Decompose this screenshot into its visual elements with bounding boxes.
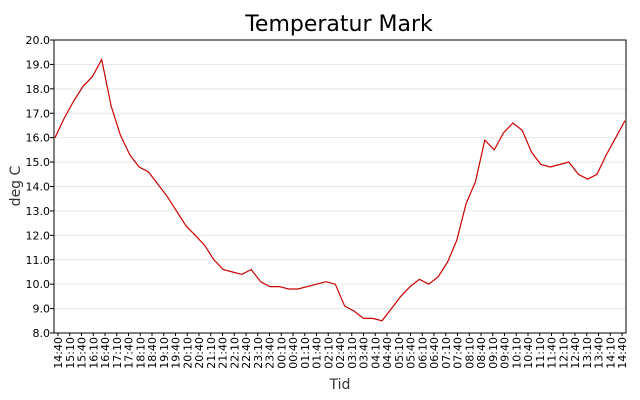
x-tick-label: 14:40 bbox=[616, 337, 629, 369]
y-tick-label: 18.0 bbox=[26, 83, 51, 96]
x-tick-label: 09:10 bbox=[487, 337, 500, 369]
y-tick-label: 19.0 bbox=[26, 58, 51, 71]
x-tick-label: 22:40 bbox=[240, 337, 253, 369]
x-tick-label: 15:10 bbox=[64, 337, 77, 369]
x-tick-label: 16:40 bbox=[99, 337, 112, 369]
x-tick-label: 03:40 bbox=[358, 337, 371, 369]
x-tick-label: 19:40 bbox=[170, 337, 183, 369]
x-tick-label: 06:10 bbox=[416, 337, 429, 369]
x-tick-label: 17:10 bbox=[111, 337, 124, 369]
x-tick-label: 07:40 bbox=[452, 337, 465, 369]
y-tick-label: 13.0 bbox=[26, 205, 51, 218]
x-tick-label: 20:40 bbox=[193, 337, 206, 369]
x-tick-label: 12:10 bbox=[557, 337, 570, 369]
x-axis-label: Tid bbox=[329, 377, 351, 393]
grid-lines bbox=[54, 63, 626, 310]
x-tick-label: 17:40 bbox=[123, 337, 136, 369]
x-tick-label: 01:10 bbox=[299, 337, 312, 369]
y-axis-ticks: 8.0 9.0 10.0 11.0 12.0 13.0 14.0 15.0 16.0 17.0 18… bbox=[26, 34, 54, 340]
plot-area-frame bbox=[53, 39, 627, 334]
x-tick-label: 02:10 bbox=[322, 337, 335, 369]
x-tick-label: 23:40 bbox=[264, 337, 277, 369]
x-tick-label: 00:10 bbox=[275, 337, 288, 369]
x-tick-label: 06:40 bbox=[428, 337, 441, 369]
y-tick-label: 15.0 bbox=[26, 156, 51, 169]
x-tick-label: 12:40 bbox=[569, 337, 582, 369]
x-tick-label: 00:40 bbox=[287, 337, 300, 369]
x-tick-label: 08:40 bbox=[475, 337, 488, 369]
x-tick-label: 18:10 bbox=[134, 337, 147, 369]
x-tick-label: 13:40 bbox=[593, 337, 606, 369]
x-tick-label: 10:40 bbox=[522, 337, 535, 369]
x-axis-ticks: 14:4015:1015:4016:1016:4017:1017:4018:10… bbox=[52, 333, 629, 369]
x-tick-label: 16:10 bbox=[87, 337, 100, 369]
x-tick-label: 18:40 bbox=[146, 337, 159, 369]
x-tick-label: 20:10 bbox=[181, 337, 194, 369]
y-tick-label: 9.0 bbox=[33, 303, 51, 316]
temperature-series-line bbox=[54, 57, 626, 322]
y-tick-label: 12.0 bbox=[26, 229, 51, 242]
y-tick-label: 16.0 bbox=[26, 132, 51, 145]
y-tick-label: 8.0 bbox=[33, 327, 51, 340]
x-tick-label: 11:40 bbox=[546, 337, 559, 369]
x-tick-label: 10:10 bbox=[510, 337, 523, 369]
x-tick-label: 04:40 bbox=[381, 337, 394, 369]
x-tick-label: 21:40 bbox=[217, 337, 230, 369]
x-tick-label: 05:40 bbox=[405, 337, 418, 369]
x-tick-label: 03:10 bbox=[346, 337, 359, 369]
x-tick-label: 14:10 bbox=[604, 337, 617, 369]
x-tick-label: 07:10 bbox=[440, 337, 453, 369]
y-tick-label: 11.0 bbox=[26, 254, 51, 267]
x-tick-label: 21:10 bbox=[205, 337, 218, 369]
x-tick-label: 13:10 bbox=[581, 337, 594, 369]
x-tick-label: 02:40 bbox=[334, 337, 347, 369]
y-tick-label: 20.0 bbox=[26, 34, 51, 47]
x-tick-label: 23:10 bbox=[252, 337, 265, 369]
x-tick-label: 04:10 bbox=[369, 337, 382, 369]
x-tick-label: 11:10 bbox=[534, 337, 547, 369]
x-tick-label: 19:10 bbox=[158, 337, 171, 369]
x-tick-label: 15:40 bbox=[76, 337, 89, 369]
y-axis-label: deg C bbox=[8, 165, 24, 206]
chart-title: Temperatur Mark bbox=[244, 12, 433, 37]
x-tick-label: 09:40 bbox=[499, 337, 512, 369]
x-tick-label: 01:40 bbox=[311, 337, 324, 369]
y-tick-label: 10.0 bbox=[26, 278, 51, 291]
x-tick-label: 22:10 bbox=[228, 337, 241, 369]
x-tick-label: 05:10 bbox=[393, 337, 406, 369]
y-tick-label: 17.0 bbox=[26, 107, 51, 120]
y-tick-label: 14.0 bbox=[26, 181, 51, 194]
x-tick-label: 08:10 bbox=[463, 337, 476, 369]
x-tick-label: 14:40 bbox=[52, 337, 65, 369]
